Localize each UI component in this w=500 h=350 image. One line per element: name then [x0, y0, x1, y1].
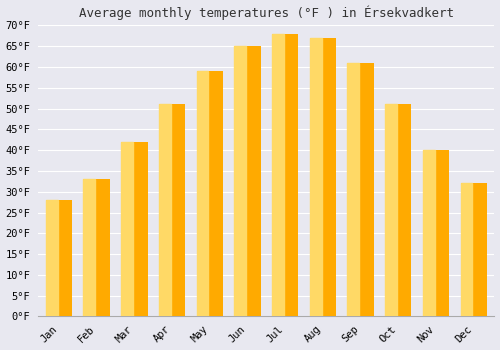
Bar [121, 142, 133, 316]
Bar [196, 71, 223, 316]
Bar [46, 200, 58, 316]
Bar [348, 63, 360, 316]
Bar [423, 150, 434, 316]
Bar [385, 104, 397, 316]
Bar [46, 200, 72, 316]
Bar [272, 34, 298, 316]
Bar [460, 183, 472, 316]
Bar [234, 46, 246, 316]
Bar [84, 179, 110, 316]
Bar [84, 179, 96, 316]
Bar [234, 46, 260, 316]
Title: Average monthly temperatures (°F ) in Érsekvadkert: Average monthly temperatures (°F ) in Ér… [79, 6, 454, 20]
Bar [310, 38, 336, 316]
Bar [310, 38, 322, 316]
Bar [121, 142, 148, 316]
Bar [272, 34, 284, 316]
Bar [385, 104, 411, 316]
Bar [423, 150, 449, 316]
Bar [159, 104, 186, 316]
Bar [159, 104, 170, 316]
Bar [196, 71, 208, 316]
Bar [460, 183, 487, 316]
Bar [348, 63, 374, 316]
